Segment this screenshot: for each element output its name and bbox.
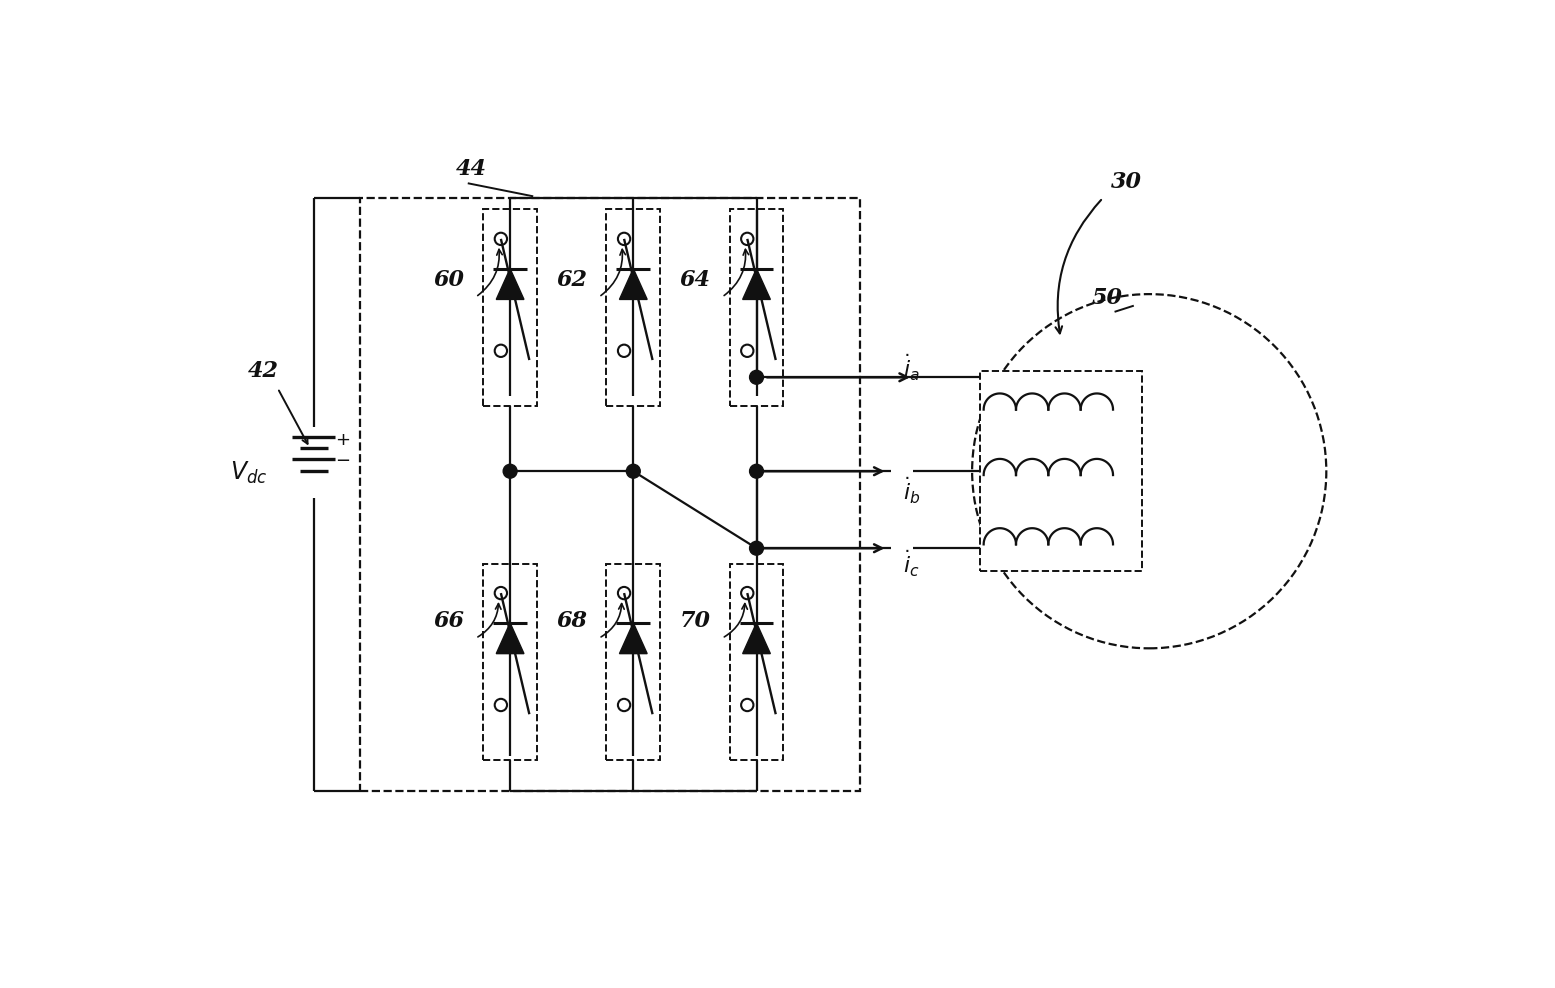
Text: 70: 70 xyxy=(680,611,711,632)
Circle shape xyxy=(742,587,754,600)
Text: $\dot{i}_{a}$: $\dot{i}_{a}$ xyxy=(903,352,919,382)
Text: 44: 44 xyxy=(456,158,487,181)
Circle shape xyxy=(742,233,754,245)
Bar xyxy=(606,209,661,406)
Circle shape xyxy=(750,541,764,555)
Circle shape xyxy=(627,464,641,478)
Text: 50: 50 xyxy=(1092,287,1123,309)
Polygon shape xyxy=(743,269,770,299)
Polygon shape xyxy=(743,622,770,654)
Polygon shape xyxy=(619,622,647,654)
Circle shape xyxy=(494,699,507,711)
Text: 68: 68 xyxy=(557,611,588,632)
Text: 60: 60 xyxy=(432,270,463,291)
Text: 62: 62 xyxy=(557,270,588,291)
Bar xyxy=(606,563,661,760)
Circle shape xyxy=(972,294,1326,648)
Circle shape xyxy=(617,345,630,357)
Text: +: + xyxy=(336,432,350,450)
Text: 66: 66 xyxy=(432,611,463,632)
Circle shape xyxy=(742,345,754,357)
Circle shape xyxy=(494,587,507,600)
Bar xyxy=(484,209,536,406)
Bar xyxy=(484,563,536,760)
Circle shape xyxy=(494,345,507,357)
Text: 64: 64 xyxy=(680,270,711,291)
Circle shape xyxy=(617,699,630,711)
Circle shape xyxy=(617,587,630,600)
Text: −: − xyxy=(336,453,350,470)
Text: $V_{dc}$: $V_{dc}$ xyxy=(230,459,267,486)
Bar xyxy=(359,198,860,790)
Text: $\dot{i}_{c}$: $\dot{i}_{c}$ xyxy=(903,548,919,579)
Circle shape xyxy=(750,464,764,478)
Polygon shape xyxy=(496,269,524,299)
Circle shape xyxy=(742,699,754,711)
Polygon shape xyxy=(496,622,524,654)
Text: 42: 42 xyxy=(249,360,280,382)
Text: 30: 30 xyxy=(1110,172,1141,194)
Circle shape xyxy=(617,233,630,245)
Bar xyxy=(729,563,784,760)
Bar xyxy=(729,209,784,406)
Circle shape xyxy=(750,370,764,384)
Circle shape xyxy=(494,233,507,245)
Polygon shape xyxy=(619,269,647,299)
Circle shape xyxy=(504,464,518,478)
Text: $\dot{i}_{b}$: $\dot{i}_{b}$ xyxy=(903,475,921,506)
Bar xyxy=(980,371,1141,571)
